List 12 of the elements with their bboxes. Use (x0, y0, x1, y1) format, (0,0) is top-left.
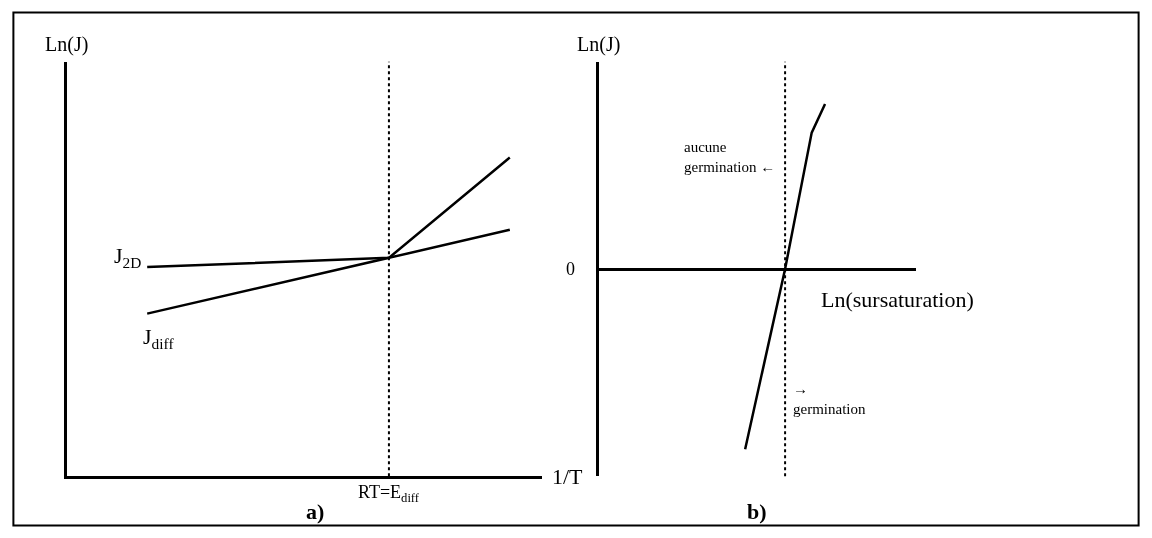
annotation: → germination (793, 381, 866, 417)
text: a) (306, 499, 325, 524)
x-axis-title: 1/T (552, 464, 584, 489)
series-label: J$_{diff}$ (143, 324, 175, 352)
text: RT=E$_{diff}$ (358, 482, 420, 505)
y-axis-title: Ln(J) (45, 33, 89, 56)
y-axis-title: Ln(J) (577, 33, 621, 56)
text: b) (747, 499, 767, 524)
text: 0 (566, 259, 575, 279)
series-label: J$_{2D}$ (114, 243, 142, 271)
annotation: aucune germination ← (684, 139, 776, 175)
x-axis-title: Ln(sursaturation) (821, 287, 974, 312)
